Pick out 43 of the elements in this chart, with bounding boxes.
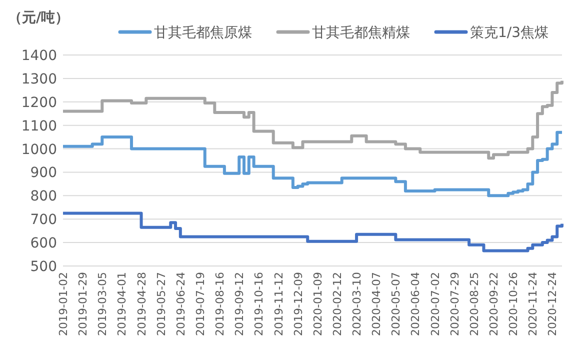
- xtick: 2020-01-09: [311, 272, 324, 336]
- ytick: 500: [30, 259, 57, 275]
- xtick: 2019-11-12: [272, 272, 286, 336]
- ytick: 1400: [21, 48, 57, 64]
- xtick: 2019-07-19: [194, 272, 207, 336]
- ytick: 900: [30, 165, 57, 182]
- xtick: 2019-01-29: [76, 272, 90, 336]
- xtick: 2019-03-05: [96, 272, 110, 336]
- ytick: 1300: [21, 71, 57, 88]
- xtick: 2019-08-16: [214, 272, 227, 336]
- legend-label: 甘其毛都焦精煤: [312, 25, 410, 41]
- ytick: 800: [30, 188, 57, 205]
- xtick: 2019-09-12: [233, 272, 246, 336]
- xtick: 2020-12-24: [546, 272, 560, 336]
- ylabel: （元/吨）: [8, 10, 70, 26]
- ytick: 1200: [21, 94, 57, 111]
- legend-item: 甘其毛都焦精煤: [276, 25, 410, 41]
- xtick: 2019-10-16: [252, 272, 266, 336]
- xtick: 2020-07-02: [428, 272, 442, 336]
- legend-item: 甘其毛都焦原煤: [118, 25, 252, 41]
- xtick: 2020-02-12: [330, 272, 344, 336]
- xtick: 2020-07-29: [448, 272, 462, 336]
- xtick: 2019-05-27: [154, 272, 168, 336]
- ytick: 1100: [21, 118, 57, 134]
- legend-label: 策克1/3焦煤: [470, 25, 549, 41]
- xtick: 2020-09-22: [488, 272, 500, 336]
- xtick: 2019-04-28: [135, 272, 148, 336]
- xtick: 2020-10-26: [507, 272, 520, 336]
- xtick: 2020-03-10: [350, 272, 364, 336]
- legend-item: 策克1/3焦煤: [434, 25, 549, 41]
- xtick: 2020-06-04: [409, 272, 422, 336]
- xtick: 2020-11-24: [526, 272, 540, 336]
- ytick: 1000: [21, 142, 57, 158]
- xtick: 2019-04-01: [116, 272, 129, 336]
- legend-label: 甘其毛都焦原煤: [154, 25, 252, 41]
- ytick: 600: [30, 236, 57, 252]
- ytick: 700: [30, 212, 57, 228]
- xtick: 2020-04-07: [370, 272, 384, 336]
- xtick: 2020-05-07: [390, 272, 403, 336]
- xtick: 2020-08-25: [468, 272, 481, 336]
- xtick: 2019-12-09: [292, 272, 305, 336]
- xtick: 2019-01-02: [57, 272, 70, 336]
- xtick: 2019-06-24: [174, 272, 188, 336]
